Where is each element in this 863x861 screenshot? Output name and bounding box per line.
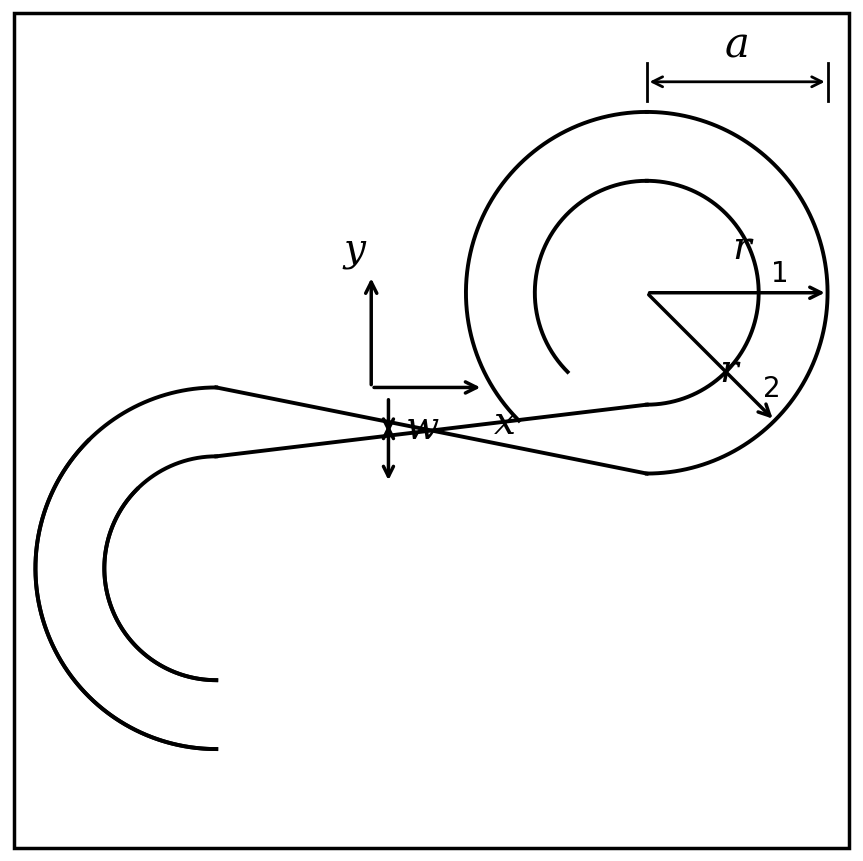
Text: r: r [732,230,751,267]
Text: x: x [494,405,515,442]
Text: 2: 2 [763,375,780,403]
Text: r: r [719,353,738,390]
Text: y: y [343,232,365,269]
Text: a: a [725,24,750,66]
Text: w: w [406,411,439,447]
Text: 1: 1 [772,260,789,288]
